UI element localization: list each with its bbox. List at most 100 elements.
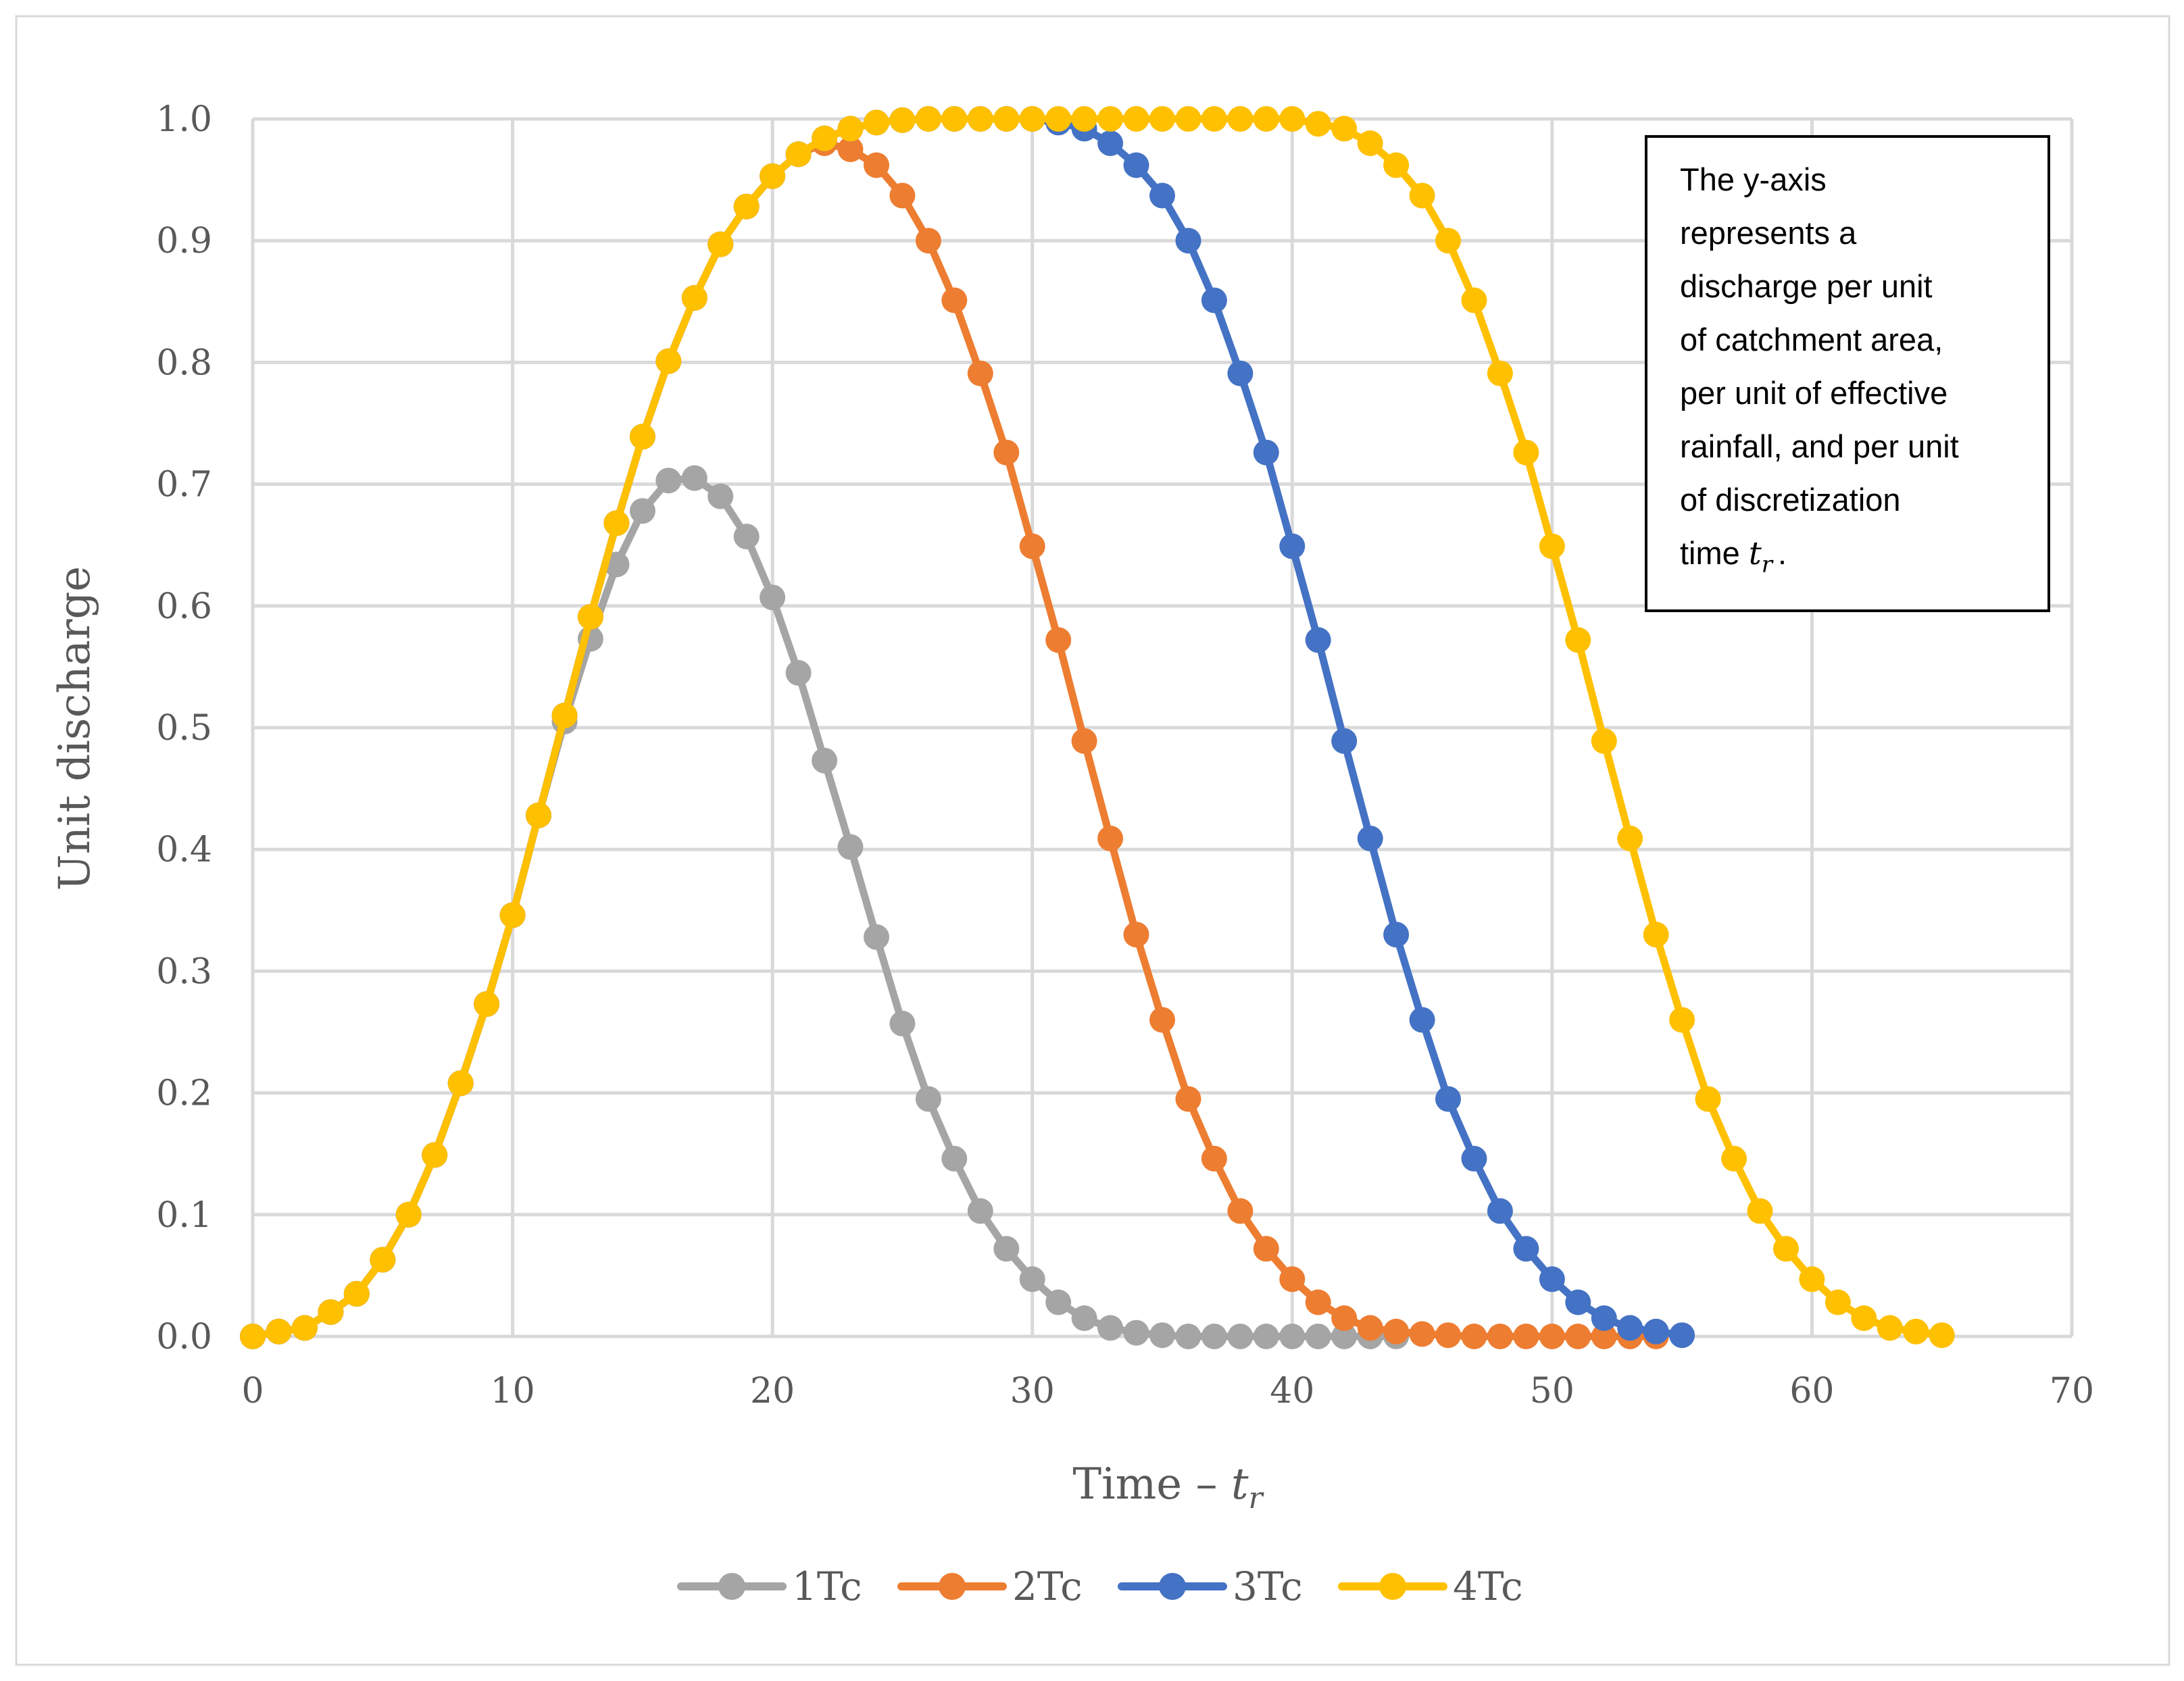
data-point-4Tc	[1279, 106, 1306, 132]
data-point-4Tc	[915, 106, 941, 132]
y-tick-label: 0.6	[156, 586, 212, 627]
data-point-2Tc	[1253, 1236, 1279, 1262]
data-point-1Tc	[1227, 1324, 1254, 1349]
data-point-2Tc	[1071, 728, 1097, 754]
data-point-1Tc	[941, 1145, 968, 1172]
data-point-3Tc	[1669, 1322, 1695, 1349]
data-point-2Tc	[1279, 1266, 1306, 1293]
x-axis-title-text: Time –	[1072, 1459, 1231, 1509]
data-point-3Tc	[1357, 826, 1383, 851]
series-1Tc	[240, 465, 1410, 1349]
data-point-2Tc	[1539, 1324, 1565, 1349]
data-point-4Tc	[1721, 1145, 1747, 1172]
data-point-1Tc	[733, 524, 760, 550]
data-point-4Tc	[733, 193, 760, 220]
data-point-4Tc	[1773, 1236, 1799, 1262]
data-point-4Tc	[708, 231, 734, 257]
annotation-box: The y-axis represents a discharge per unit…	[1645, 135, 2050, 612]
data-point-2Tc	[1227, 1198, 1254, 1224]
data-point-4Tc	[864, 109, 889, 136]
data-point-3Tc	[1331, 728, 1358, 754]
legend-swatch-marker	[1379, 1573, 1406, 1600]
annotation-line: discharge per unit	[1680, 268, 1933, 304]
data-point-4Tc	[474, 991, 500, 1018]
data-point-4Tc	[422, 1142, 448, 1168]
data-point-3Tc	[1513, 1236, 1539, 1262]
data-point-4Tc	[1695, 1086, 1721, 1112]
data-point-4Tc	[240, 1324, 266, 1349]
data-point-1Tc	[812, 747, 838, 774]
data-point-1Tc	[1149, 1322, 1175, 1349]
data-point-4Tc	[1825, 1289, 1851, 1315]
data-point-3Tc	[1643, 1318, 1669, 1345]
data-point-2Tc	[1331, 1305, 1358, 1331]
data-point-2Tc	[915, 228, 941, 254]
x-tick-label: 60	[1789, 1371, 1834, 1411]
data-point-3Tc	[1487, 1198, 1513, 1224]
data-point-4Tc	[785, 141, 812, 168]
data-point-3Tc	[1227, 360, 1254, 386]
data-point-4Tc	[1227, 106, 1254, 132]
data-point-1Tc	[993, 1236, 1020, 1262]
data-point-1Tc	[1097, 1315, 1124, 1341]
data-point-4Tc	[1253, 106, 1279, 132]
legend-label: 3Tc	[1233, 1563, 1303, 1609]
legend-swatch-marker	[1159, 1573, 1186, 1600]
data-point-2Tc	[1201, 1145, 1227, 1172]
x-tick-label: 50	[1530, 1371, 1574, 1411]
annotation-line-text: time	[1680, 535, 1749, 571]
data-point-1Tc	[1253, 1324, 1279, 1349]
data-point-1Tc	[760, 584, 786, 611]
data-point-4Tc	[603, 510, 630, 536]
data-point-1Tc	[1305, 1324, 1331, 1349]
data-point-4Tc	[1747, 1198, 1773, 1224]
data-point-4Tc	[1435, 228, 1461, 254]
x-tick-label: 20	[750, 1371, 795, 1411]
data-point-4Tc	[526, 802, 551, 828]
data-point-4Tc	[395, 1201, 422, 1228]
data-point-2Tc	[1487, 1324, 1513, 1349]
data-point-4Tc	[1539, 533, 1565, 559]
data-point-4Tc	[1175, 106, 1201, 132]
legend-swatch-marker	[939, 1573, 966, 1600]
data-point-1Tc	[1123, 1320, 1149, 1346]
data-point-4Tc	[1331, 116, 1358, 142]
data-point-4Tc	[967, 106, 993, 132]
data-point-4Tc	[1487, 360, 1513, 386]
data-point-3Tc	[1617, 1315, 1643, 1341]
data-point-4Tc	[1669, 1007, 1695, 1033]
data-point-1Tc	[967, 1198, 993, 1224]
annotation-line-text: rainfall, and per unit	[1680, 428, 1959, 464]
data-point-1Tc	[1175, 1324, 1201, 1349]
data-point-1Tc	[1279, 1324, 1306, 1349]
data-point-4Tc	[1877, 1315, 1903, 1341]
tick-labels: 0.0 0.1 0.2 0.3 0.4 0.5 0.6 0.7 0.8 0.9 1.0 0 10 20 30…	[156, 99, 2094, 1411]
x-axis-title-math: t	[1231, 1459, 1249, 1509]
annotation-math-subscript: r	[1762, 551, 1774, 578]
plot-series	[240, 106, 1955, 1349]
data-point-4Tc	[343, 1280, 370, 1307]
data-point-3Tc	[1123, 152, 1149, 178]
legend-item-2Tc: 2Tc	[897, 1563, 1083, 1609]
annotation-line-text: represents a	[1680, 215, 1857, 251]
data-point-2Tc	[1357, 1315, 1383, 1341]
data-point-3Tc	[1253, 439, 1279, 466]
annotation-line: of catchment area,	[1680, 322, 1943, 357]
annotation-border	[1645, 135, 2050, 612]
data-point-2Tc	[1175, 1086, 1201, 1112]
data-point-2Tc	[889, 182, 916, 209]
legend-label: 2Tc	[1012, 1563, 1083, 1609]
data-point-2Tc	[1461, 1324, 1487, 1349]
data-point-1Tc	[655, 468, 682, 494]
data-point-1Tc	[785, 659, 812, 686]
data-point-4Tc	[1149, 106, 1175, 132]
data-point-2Tc	[941, 287, 968, 313]
y-tick-label: 0.9	[156, 221, 212, 261]
data-point-4Tc	[1071, 106, 1097, 132]
data-point-4Tc	[577, 604, 603, 630]
data-point-2Tc	[1305, 1289, 1331, 1315]
data-point-4Tc	[1123, 106, 1149, 132]
y-tick-label: 0.1	[156, 1195, 212, 1236]
data-point-4Tc	[447, 1070, 474, 1097]
